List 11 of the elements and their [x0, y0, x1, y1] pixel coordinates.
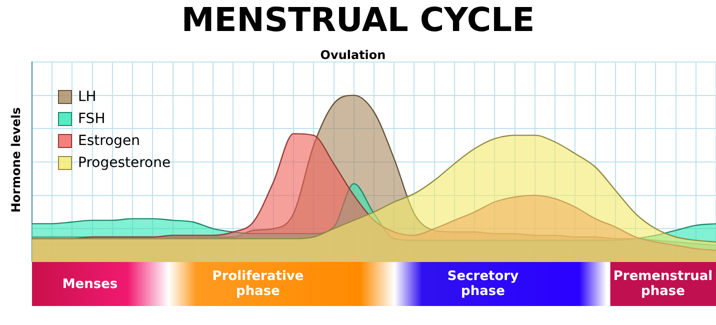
- text: Menses: [61, 276, 119, 294]
- y-axis-title: Hormone levels: [9, 107, 23, 213]
- legend-label: LH: [78, 89, 96, 105]
- text: Proliferative phase: [211, 268, 305, 301]
- text: Premenstrual phase: [612, 268, 714, 301]
- legend-label: FSH: [78, 111, 106, 127]
- text: Secretory phase: [446, 268, 520, 301]
- chart-title: MENSTRUAL CYCLE: [180, 0, 536, 39]
- legend-label: Estrogen: [78, 133, 140, 149]
- legend-label: Progesterone: [78, 155, 171, 171]
- text: Ovulation: [320, 48, 386, 62]
